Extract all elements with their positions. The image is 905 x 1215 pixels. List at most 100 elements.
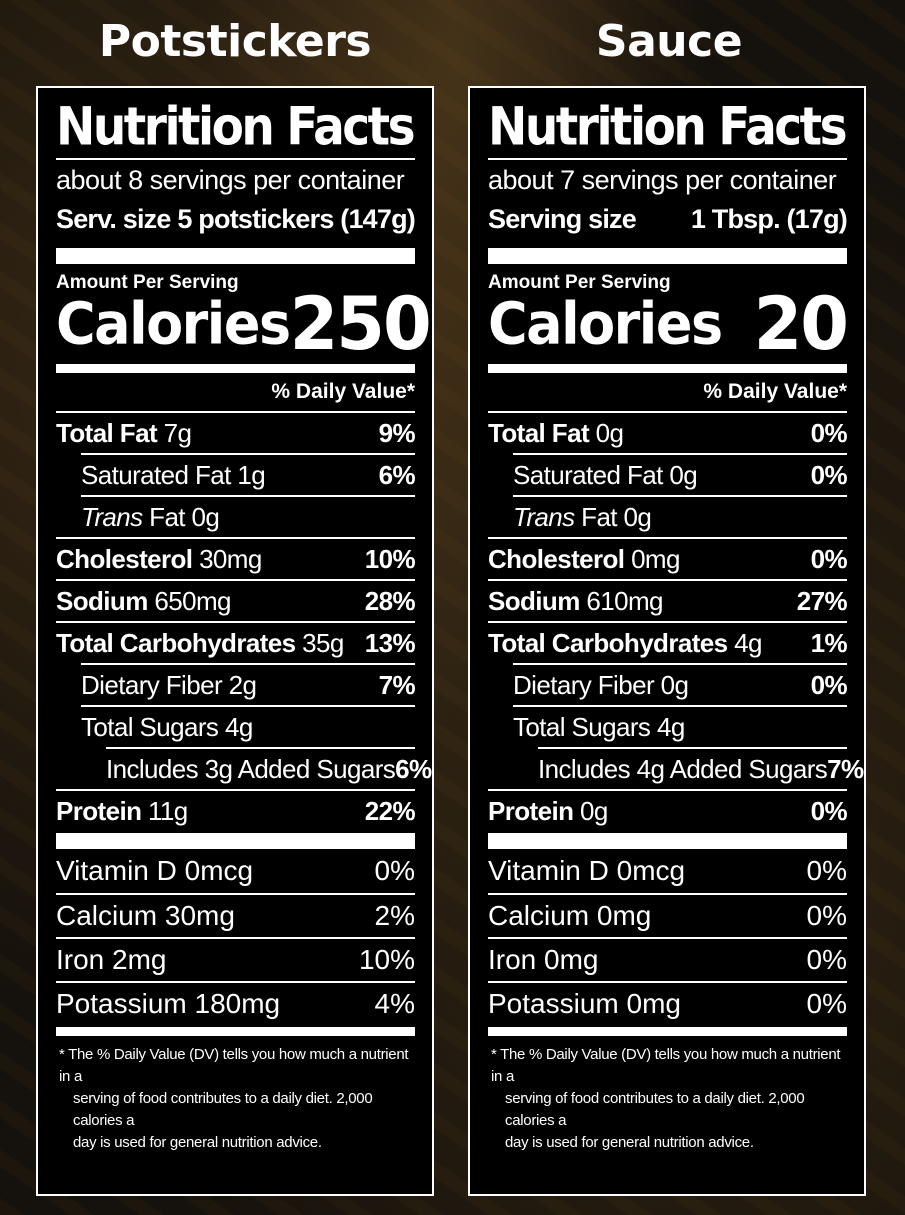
footnote-line: * The % Daily Value (DV) tells you how m… <box>491 1046 841 1085</box>
nutrient-daily-value: 10% <box>364 543 416 574</box>
divider <box>56 158 415 160</box>
nutrient-row: Sodium 610mg 27% <box>488 579 848 621</box>
vitamin-row: Potassium 180mg 4% <box>56 981 415 1025</box>
nutrient-row: Cholesterol 0mg 0% <box>488 537 848 579</box>
nutrient-label: Saturated Fat 1g <box>81 460 266 491</box>
nutrient-amount: 35g <box>302 627 344 658</box>
medium-divider <box>488 364 847 373</box>
nutrient-row: Total Sugars 4g <box>81 705 415 747</box>
vitamin-row: Potassium 0mg 0% <box>488 981 847 1025</box>
thick-divider <box>56 248 415 264</box>
nutrient-amount: 2g <box>228 669 257 700</box>
nutrient-row: Total Fat 0g 0% <box>488 411 848 453</box>
daily-value-header: % Daily Value* <box>703 380 847 403</box>
nutrient-name: Cholesterol <box>488 543 625 574</box>
vitamin-row: Calcium 30mg 2% <box>56 893 415 937</box>
nutrient-amount: 30mg <box>199 543 262 574</box>
serving-size-label: Serving size <box>488 204 637 234</box>
nutrient-name: Trans <box>81 501 143 532</box>
nutrient-row: Trans Fat 0g <box>81 495 415 537</box>
serving-size-value: 5 potstickers (147g) <box>177 204 415 234</box>
footnote-line: serving of food contributes to a daily d… <box>505 1090 805 1129</box>
nutrient-label: Protein 0g <box>488 796 608 827</box>
footnote-line: serving of food contributes to a daily d… <box>73 1090 373 1129</box>
nutrient-label: Total Carbohydrates 35g <box>56 628 344 659</box>
nutrient-row: Total Fat 7g 9% <box>56 411 416 453</box>
vitamin-row: Iron 0mg 0% <box>488 937 847 981</box>
thick-divider <box>56 833 415 849</box>
nutrient-name: Sodium <box>56 585 148 616</box>
nutrient-label: Total Sugars 4g <box>513 712 685 743</box>
nutrient-daily-value: 6% <box>395 753 432 784</box>
nutrient-daily-value: 0% <box>810 459 848 490</box>
nutrient-row: Sodium 650mg 28% <box>56 579 416 621</box>
nutrient-amount: 7g <box>163 417 192 448</box>
nutrient-label: Dietary Fiber 2g <box>81 669 257 701</box>
nutrient-row: Trans Fat 0g <box>513 495 847 537</box>
nutrient-row: Dietary Fiber 2g 7% <box>81 663 416 705</box>
vitamin-daily-value: 4% <box>374 988 415 1019</box>
vitamin-daily-value: 10% <box>358 944 415 975</box>
vitamin-row: Vitamin D 0mcg 0% <box>56 849 415 893</box>
nutrient-name: Total Sugars <box>81 711 219 742</box>
footnote-line: day is used for general nutrition advice… <box>73 1134 322 1151</box>
nutrient-label: Total Sugars 4g <box>81 712 253 743</box>
nutrient-amount: 4g <box>656 711 685 742</box>
nutrient-label: Cholesterol 0mg <box>488 544 680 575</box>
serving-size-value: 1 Tbsp. (17g) <box>690 204 848 234</box>
nutrient-row: Saturated Fat 1g 6% <box>81 453 416 495</box>
calories-row: Calories 20 <box>488 280 849 368</box>
vitamin-row: Iron 2mg 10% <box>56 937 415 981</box>
nutrient-amount: 0g <box>191 501 220 532</box>
nutrient-name: Saturated Fat <box>513 459 663 490</box>
vitamin-daily-value: 0% <box>806 855 847 886</box>
vitamin-label: Calcium 0mg <box>488 900 652 931</box>
nutrient-amount: 11g <box>148 795 188 826</box>
vitamin-label: Vitamin D 0mcg <box>488 855 686 886</box>
nutrient-daily-value: 0% <box>810 543 848 574</box>
nutrition-facts-title: Nutrition Facts <box>488 96 848 158</box>
nutrient-label: Trans Fat 0g <box>513 501 652 533</box>
nutrient-amount: 650mg <box>154 585 231 616</box>
nutrient-label: Cholesterol 30mg <box>56 544 262 575</box>
nutrient-name: Trans <box>513 501 575 532</box>
calories-value: 250 <box>289 280 432 368</box>
sauce-heading: Sauce <box>595 16 743 67</box>
calories-row: Calories 250 <box>56 287 432 361</box>
nutrient-amount: 0g <box>669 459 698 490</box>
calories-value: 20 <box>753 280 849 368</box>
nutrient-row: Protein 0g 0% <box>488 789 848 831</box>
amount-per-serving: Amount Per Serving <box>56 272 239 293</box>
nutrient-daily-value: 0% <box>810 669 848 700</box>
vitamin-daily-value: 0% <box>806 900 847 931</box>
vitamin-daily-value: 2% <box>374 900 415 931</box>
nutrient-daily-value: 9% <box>378 417 416 448</box>
vitamin-label: Calcium 30mg <box>56 900 235 931</box>
vitamin-daily-value: 0% <box>374 855 415 886</box>
nutrient-name: Total Carbohydrates <box>488 627 728 658</box>
medium-divider <box>488 1027 847 1036</box>
potstickers-heading: Potstickers <box>98 16 372 67</box>
nutrient-list: Total Fat 7g 9% Saturated Fat 1g 6% Trans Fa… <box>56 411 432 831</box>
nutrient-amount: 0g <box>660 669 689 700</box>
nutrient-name: Includes 3g Added Sugars <box>106 753 396 784</box>
nutrient-daily-value: 7% <box>378 669 416 700</box>
nutrient-name: Total Carbohydrates <box>56 627 296 658</box>
nutrient-label: Includes 4g Added Sugars <box>538 754 828 785</box>
medium-divider <box>56 364 415 373</box>
nutrient-amount: 0mg <box>631 543 680 574</box>
nutrient-row: Saturated Fat 0g 0% <box>513 453 848 495</box>
nutrient-name: Total Fat <box>56 417 158 448</box>
nutrition-facts-title: Nutrition Facts <box>56 96 416 158</box>
nutrient-label: Trans Fat 0g <box>81 501 220 533</box>
nutrient-name: Protein <box>488 795 574 826</box>
nutrient-row: Cholesterol 30mg 10% <box>56 537 416 579</box>
nutrient-amount: 0g <box>623 501 652 532</box>
nutrient-daily-value: 6% <box>378 459 416 490</box>
vitamin-daily-value: 0% <box>806 988 847 1019</box>
serving-size: Serv. size 5 potstickers (147g) <box>56 200 416 238</box>
calories-label: Calories <box>56 289 291 358</box>
nutrient-label: Total Carbohydrates 4g <box>488 628 762 659</box>
vitamin-label: Iron 0mg <box>488 944 599 975</box>
vitamin-row: Calcium 0mg 0% <box>488 893 847 937</box>
